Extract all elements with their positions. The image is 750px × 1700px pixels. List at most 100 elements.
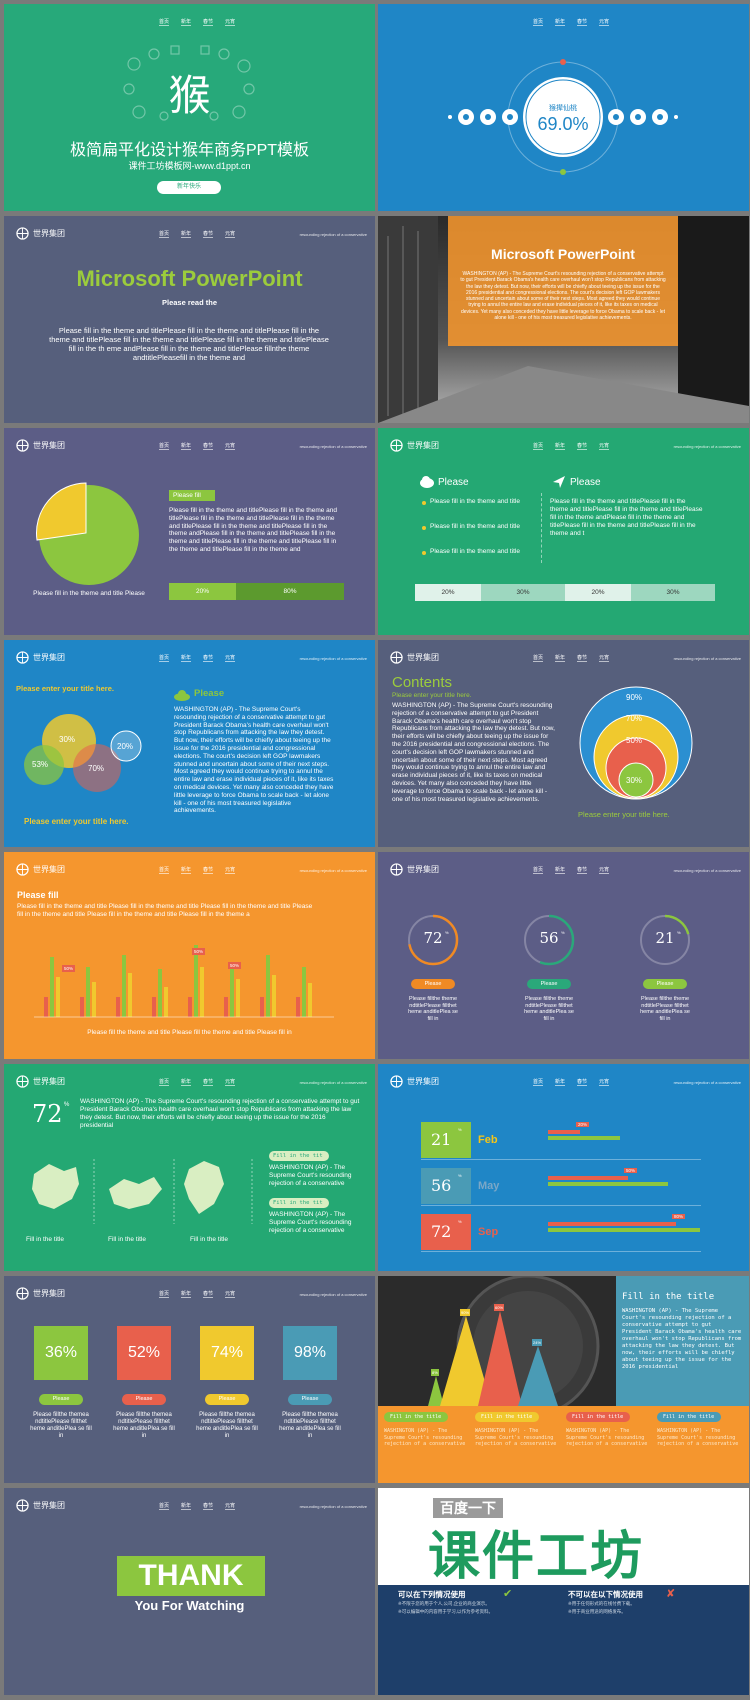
slide-6[interactable]: 世界集团 首页 新年 春节 元宵 resounding rejection of a … — [378, 428, 749, 635]
nav-item[interactable]: 春节 — [577, 19, 588, 26]
column-tag[interactable]: Fill in the title — [384, 1412, 448, 1422]
nav-item[interactable]: 春节 — [203, 19, 214, 26]
gauge-unit: % — [561, 930, 565, 935]
nav-item[interactable]: 首页 — [159, 231, 170, 238]
nav-item[interactable]: 元宵 — [225, 655, 236, 662]
nav-item[interactable]: 元宵 — [599, 655, 610, 662]
search-badge[interactable]: 百度一下 — [433, 1498, 503, 1518]
nav-item[interactable]: 首页 — [159, 443, 170, 450]
nav-item[interactable]: 春节 — [577, 867, 588, 874]
nav-item[interactable]: 首页 — [533, 867, 544, 874]
nav-item[interactable]: 新年 — [181, 1291, 192, 1298]
nav-item[interactable]: 元宵 — [599, 19, 610, 26]
label-button[interactable]: Please — [288, 1394, 332, 1405]
gauge-button[interactable]: Please — [527, 979, 571, 989]
nav: 首页 新年 春节 元宵 — [533, 654, 610, 662]
nav-item[interactable]: 新年 — [555, 19, 566, 26]
nav-item[interactable]: 春节 — [577, 655, 588, 662]
nav-item[interactable]: 新年 — [181, 231, 192, 238]
bar-chart — [34, 945, 334, 1018]
nav-item[interactable]: 春节 — [577, 1079, 588, 1086]
nav-item[interactable]: 元宵 — [225, 1503, 236, 1510]
nav-item[interactable]: 首页 — [533, 1079, 544, 1086]
nav-item[interactable]: 春节 — [203, 1079, 214, 1086]
nav-item[interactable]: 春节 — [203, 1291, 214, 1298]
nav-item[interactable]: 元宵 — [599, 443, 610, 450]
nav-item[interactable]: 春节 — [203, 443, 214, 450]
nav-item[interactable]: 首页 — [159, 867, 170, 874]
nav-item[interactable]: 元宵 — [225, 19, 236, 26]
slide-body: Please fill in the theme and titlePlease… — [169, 507, 338, 553]
label-button[interactable]: Please — [205, 1394, 249, 1405]
column-tag[interactable]: Fill in the title — [566, 1412, 630, 1422]
usage-panel — [378, 1585, 749, 1695]
slide-16[interactable]: 百度一下 课件工坊 可以在下列情况使用 ✔ ※不限于您的用于个人,公司,企业的商… — [378, 1488, 749, 1695]
nav-item[interactable]: 首页 — [159, 1291, 170, 1298]
nav-item[interactable]: 元宵 — [225, 231, 236, 238]
nav-item[interactable]: 春节 — [203, 655, 214, 662]
nav: 首页 新年 春节 元宵 — [533, 442, 610, 450]
slide-8[interactable]: 世界集团 首页 新年 春节 元宵 resounding rejection of a … — [378, 640, 749, 847]
nav-item[interactable]: 新年 — [181, 867, 192, 874]
slide-4[interactable]: Microsoft PowerPoint WASHINGTON (AP) - T… — [378, 216, 749, 423]
segment: 30% — [631, 584, 715, 601]
column-body: WASHINGTON (AP) - The Supreme Court's re… — [475, 1428, 557, 1447]
label-button[interactable]: Please — [122, 1394, 166, 1405]
label-button[interactable]: Please — [39, 1394, 83, 1405]
nav-item[interactable]: 元宵 — [225, 1079, 236, 1086]
nav: 首页 新年 春节 元宵 — [533, 18, 610, 26]
nav-item[interactable]: 首页 — [533, 443, 544, 450]
slide-title: Microsoft PowerPoint — [76, 266, 303, 291]
nav-item[interactable]: 新年 — [181, 1503, 192, 1510]
slide-10[interactable]: 世界集团 首页 新年 春节 元宵 resounding rejection of a … — [378, 852, 749, 1059]
bar — [230, 963, 234, 1017]
nav-item[interactable]: 新年 — [181, 1079, 192, 1086]
bar — [266, 955, 270, 1017]
slide-3[interactable]: 世界集团 首页 新年 春节 元宵 resounding rejection of a … — [4, 216, 375, 423]
allowed-item: ※可以编辑中的内容用于学习,以作为参考资料。 — [398, 1609, 494, 1614]
logo: 世界集团 — [390, 439, 439, 452]
nav-item[interactable]: 首页 — [159, 1079, 170, 1086]
nav-item[interactable]: 新年 — [555, 655, 566, 662]
forbidden-item: ※用于任何形式的在线付费下载。 — [568, 1601, 635, 1606]
nav-item[interactable]: 元宵 — [599, 1079, 610, 1086]
nav-item[interactable]: 春节 — [577, 443, 588, 450]
gauge-button[interactable]: Please — [411, 979, 455, 989]
slide-15[interactable]: 世界集团 首页 新年 春节 元宵 resounding rejection of a … — [4, 1488, 375, 1695]
nav-item[interactable]: 新年 — [555, 1079, 566, 1086]
slide-2[interactable]: 首页 新年 春节 元宵 猴撵仙桃 69.0% — [378, 4, 749, 211]
nav-item[interactable]: 首页 — [159, 655, 170, 662]
nav-item[interactable]: 首页 — [533, 19, 544, 26]
nav-item[interactable]: 新年 — [555, 443, 566, 450]
gauge-button[interactable]: Please — [643, 979, 687, 989]
slide-11[interactable]: 世界集团 首页 新年 春节 元宵 resounding rejection of a … — [4, 1064, 375, 1271]
nav-item[interactable]: 元宵 — [225, 867, 236, 874]
nav-item[interactable]: 首页 — [159, 1503, 170, 1510]
value-box: 72 — [421, 1214, 471, 1250]
gauge-value: 21 — [655, 929, 675, 947]
city-photo — [378, 216, 749, 423]
nav-item[interactable]: 新年 — [181, 443, 192, 450]
slide-1[interactable]: 首页 新年 春节 元宵 猴 极简扁平化设计猴年商务PPT模板 课件工坊模板网-www.… — [4, 4, 375, 211]
column-tag[interactable]: Fill in the title — [657, 1412, 721, 1422]
slide-7[interactable]: 世界集团 首页 新年 春节 元宵 resounding rejection of a … — [4, 640, 375, 847]
nav-item[interactable]: 元宵 — [225, 443, 236, 450]
slide-13[interactable]: 世界集团 首页 新年 春节 元宵 resounding rejection of a … — [4, 1276, 375, 1483]
nav-item[interactable]: 春节 — [203, 231, 214, 238]
nav-item[interactable]: 元宵 — [599, 867, 610, 874]
nav-item[interactable]: 新年 — [181, 655, 192, 662]
new-year-button[interactable]: 新年快乐 — [157, 181, 221, 194]
nav-item[interactable]: 春节 — [203, 1503, 214, 1510]
nav-item[interactable]: 首页 — [159, 19, 170, 26]
column-tag[interactable]: Fill in the title — [475, 1412, 539, 1422]
bar — [548, 1182, 668, 1186]
slide-9[interactable]: 世界集团 首页 新年 春节 元宵 resounding rejection of a … — [4, 852, 375, 1059]
nav-item[interactable]: 春节 — [203, 867, 214, 874]
slide-14[interactable]: 8% 90% 60% 24% Fill in the title WASHING… — [378, 1276, 749, 1483]
nav-item[interactable]: 新年 — [555, 867, 566, 874]
nav-item[interactable]: 首页 — [533, 655, 544, 662]
slide-12[interactable]: 世界集团 首页 新年 春节 元宵 resounding rejection of a … — [378, 1064, 749, 1271]
nav-item[interactable]: 新年 — [181, 19, 192, 26]
slide-5[interactable]: 世界集团 首页 新年 春节 元宵 resounding rejection of a … — [4, 428, 375, 635]
nav-item[interactable]: 元宵 — [225, 1291, 236, 1298]
